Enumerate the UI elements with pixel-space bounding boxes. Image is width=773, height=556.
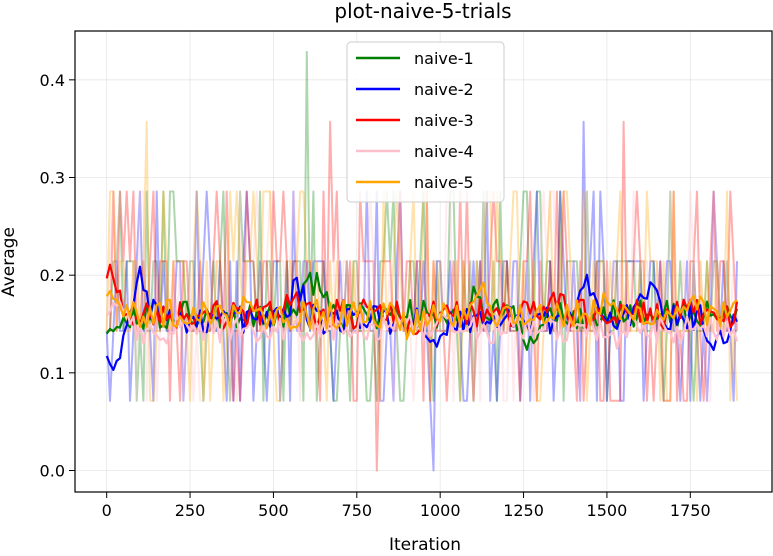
raw-line-naive-1: [106, 50, 737, 402]
legend-label-naive-4: naive-4: [414, 142, 474, 161]
x-tick-label: 1000: [420, 501, 461, 520]
chart-title: plot-naive-5-trials: [334, 0, 511, 23]
grid: [75, 31, 772, 492]
legend-label-naive-5: naive-5: [414, 173, 474, 192]
legend-label-naive-3: naive-3: [414, 111, 474, 130]
y-axis-ticks: 0.0 0.1 0.2 0.3 0.4: [40, 71, 75, 481]
x-tick-label: 750: [342, 501, 373, 520]
y-tick-label: 0.4: [40, 71, 65, 90]
x-axis-label: Iteration: [389, 535, 461, 555]
x-tick-label: 1750: [670, 501, 711, 520]
x-tick-label: 250: [175, 501, 206, 520]
raw-line-naive-5: [105, 120, 738, 402]
legend-box: [346, 41, 505, 203]
x-tick-label: 1250: [503, 501, 544, 520]
y-tick-label: 0.1: [40, 364, 65, 383]
raw-line-naive-2: [105, 120, 738, 472]
x-tick-label: 0: [102, 501, 112, 520]
plot-frame: [74, 30, 773, 493]
legend-label-naive-1: naive-1: [414, 49, 474, 68]
y-axis-label: Average: [0, 227, 19, 297]
smoothed-line-naive-5: [105, 281, 738, 341]
legend: naive-1 naive-2 naive-3 naive-4 naive-5: [346, 41, 505, 203]
x-tick-label: 500: [258, 501, 289, 520]
y-tick-label: 0.0: [40, 462, 65, 481]
smoothed-series-layer: [105, 263, 739, 371]
x-axis-ticks: 0 250 500 750 1000 1250 1500 1750: [102, 492, 711, 520]
x-tick-label: 1500: [587, 501, 628, 520]
y-tick-label: 0.3: [40, 169, 65, 188]
y-tick-label: 0.2: [40, 266, 65, 285]
legend-label-naive-2: naive-2: [414, 80, 474, 99]
